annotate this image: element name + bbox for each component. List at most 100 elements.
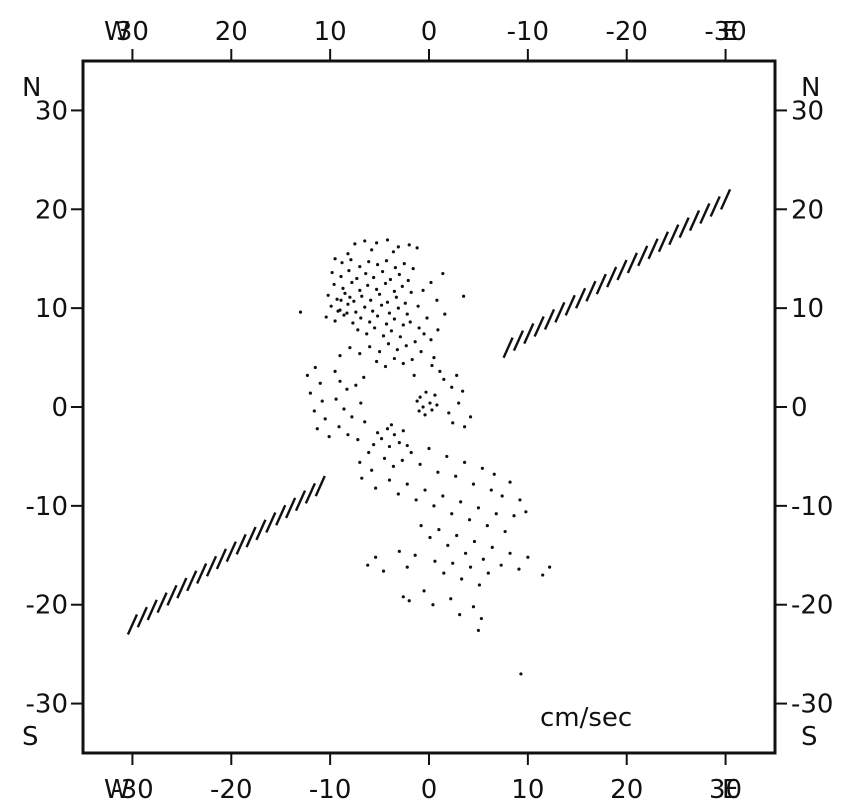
data-point <box>428 535 432 540</box>
data-point <box>486 571 490 575</box>
hatch-mark-0 <box>284 497 297 519</box>
data-point <box>415 246 419 250</box>
y-tick-label-left: -20 <box>26 591 68 621</box>
data-point <box>412 373 416 377</box>
hatch-mark-1 <box>564 294 576 316</box>
data-point <box>405 565 409 569</box>
data-point <box>451 561 455 565</box>
data-point <box>413 553 417 557</box>
data-point <box>348 346 352 350</box>
data-point <box>364 271 368 276</box>
data-point <box>346 252 350 256</box>
data-point <box>388 277 393 282</box>
data-point <box>541 573 545 577</box>
data-point <box>407 243 411 247</box>
data-point <box>500 494 504 498</box>
hatch-mark-1 <box>574 287 587 309</box>
data-point <box>332 282 336 287</box>
axis-tick-labels: -30 -20 -10 0 10 20 30 30 20 10 0 -10 -20 -30 30 30 20 20… <box>26 17 834 805</box>
data-point <box>393 266 397 270</box>
data-point <box>375 314 380 318</box>
x-tick-label-top: -10 <box>507 17 549 47</box>
data-point <box>368 320 372 324</box>
data-point <box>385 427 390 431</box>
data-point <box>358 265 362 269</box>
data-point <box>441 271 445 276</box>
data-point <box>308 391 312 395</box>
hatch-mark-0 <box>314 475 326 497</box>
data-point <box>442 377 446 381</box>
data-point <box>392 433 396 437</box>
data-point <box>342 313 346 317</box>
data-point <box>326 293 330 297</box>
y-tick-label-right: 30 <box>791 96 824 126</box>
hatch-mark-1 <box>647 238 659 260</box>
data-point <box>387 311 392 315</box>
data-point <box>433 393 437 397</box>
data-point <box>354 310 358 314</box>
data-point <box>462 460 467 464</box>
data-point <box>330 270 334 275</box>
data-point <box>359 401 363 405</box>
data-point <box>365 332 369 336</box>
hatch-mark-1 <box>678 217 690 239</box>
data-point <box>333 257 337 261</box>
left-north-label: N <box>22 73 41 103</box>
data-point <box>362 375 366 379</box>
data-point <box>380 269 385 274</box>
data-point <box>455 373 459 377</box>
x-tick-label-bottom: 20 <box>610 775 643 805</box>
data-point <box>512 514 516 518</box>
hatch-mark-0 <box>146 599 158 621</box>
data-point <box>432 355 436 360</box>
data-point <box>402 262 406 266</box>
data-point <box>333 369 337 374</box>
top-right-direction-label: E <box>722 17 738 47</box>
data-point <box>417 409 421 413</box>
data-point <box>419 524 423 528</box>
data-point <box>419 350 423 354</box>
data-point <box>366 283 370 288</box>
data-point <box>468 565 473 569</box>
x-tick-label-top: -20 <box>605 17 647 47</box>
hatch-mark-1 <box>595 273 607 295</box>
hatch-mark-1 <box>699 202 711 225</box>
data-point <box>387 478 392 482</box>
data-point <box>476 628 481 633</box>
data-point <box>374 486 378 490</box>
data-point <box>410 357 414 362</box>
hatch-mark-0 <box>156 592 168 614</box>
data-point <box>373 326 377 330</box>
hatch-mark-1 <box>616 259 628 281</box>
data-point <box>386 342 391 346</box>
y-tick-label-left: 10 <box>35 294 68 324</box>
data-point <box>375 287 379 291</box>
data-point <box>396 492 400 496</box>
data-point <box>397 272 401 277</box>
data-point <box>430 363 434 368</box>
data-point <box>405 443 409 448</box>
data-point <box>508 551 512 555</box>
data-point <box>430 408 434 412</box>
data-point <box>377 350 382 354</box>
hatch-mark-0 <box>294 490 307 512</box>
y-tick-label-right: -10 <box>791 492 833 522</box>
data-point <box>485 524 489 528</box>
data-point <box>418 395 422 399</box>
hatch-mark-0 <box>275 504 287 526</box>
data-point <box>424 390 428 394</box>
hatch-mark-0 <box>235 533 247 555</box>
hatch-mark-1 <box>668 224 680 246</box>
data-point <box>389 329 394 333</box>
data-point <box>356 328 360 332</box>
data-point <box>384 322 389 326</box>
data-point <box>421 405 425 409</box>
data-point <box>383 281 388 286</box>
data-points <box>298 238 552 676</box>
data-point <box>358 460 362 464</box>
data-point <box>463 551 468 555</box>
hatch-mark-0 <box>304 482 316 504</box>
data-point <box>335 297 339 301</box>
data-point <box>372 442 376 447</box>
